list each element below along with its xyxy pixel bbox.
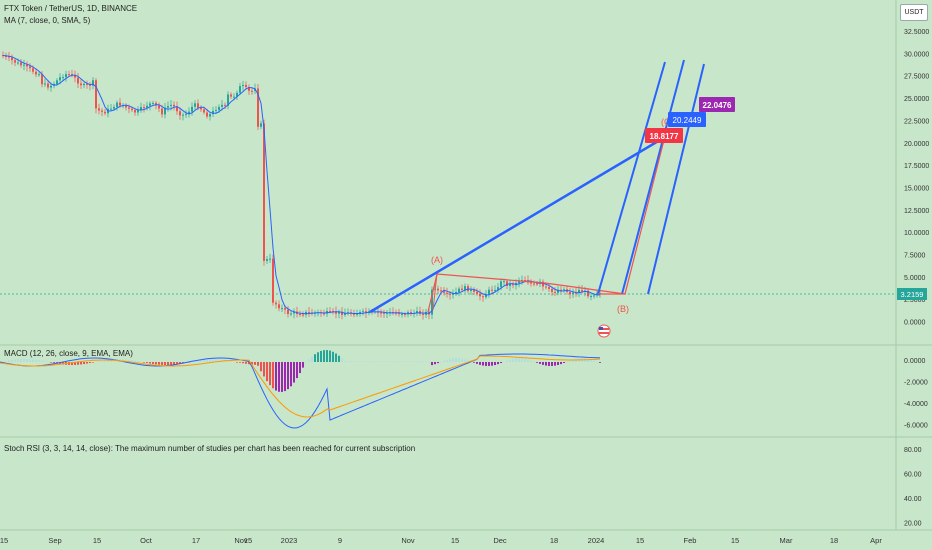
time-axis-label: 18	[830, 536, 838, 545]
flag-stripe-2	[599, 332, 609, 334]
time-axis-label: Oct	[140, 536, 153, 545]
time-axis-label: 15	[636, 536, 644, 545]
price-axis-label: 32.5000	[904, 29, 929, 36]
wave-label-a: (A)	[431, 255, 443, 265]
time-axis-label: 15	[451, 536, 459, 545]
stoch-axis-label: 20.00	[904, 521, 922, 528]
price-axis-label: 12.5000	[904, 208, 929, 215]
current-price-value: 3.2159	[901, 290, 924, 299]
flag-stripe-1	[599, 328, 609, 330]
time-axis-label: Apr	[870, 536, 882, 545]
time-axis-label: Dec	[493, 536, 507, 545]
price-axis-label: 0.0000	[904, 320, 926, 327]
target-badge-1[interactable]	[645, 128, 683, 143]
symbol-title[interactable]: FTX Token / TetherUS, 1D, BINANCE	[4, 4, 138, 13]
wave-pattern-lower	[432, 273, 438, 311]
time-axis-label: 18	[550, 536, 558, 545]
time-axis-label: 2023	[281, 536, 298, 545]
macd-legend[interactable]: MACD (12, 26, close, 9, EMA, EMA)	[4, 349, 133, 358]
macd-line	[0, 353, 601, 429]
stoch-legend[interactable]: Stoch RSI (3, 3, 14, 14, close): The max…	[4, 444, 416, 453]
price-axis[interactable]: 32.5000 30.0000 27.5000 25.0000 22.5000 20.00…	[904, 29, 929, 327]
price-axis-label: 10.0000	[904, 230, 929, 237]
macd-axis-label: -2.0000	[904, 380, 928, 387]
price-axis-label: 15.0000	[904, 185, 929, 192]
wave-label-c: (C)	[661, 117, 674, 127]
currency-button[interactable]: USDT	[900, 4, 928, 21]
time-axis-label: 9	[338, 536, 342, 545]
target-value-1: 18.8177	[650, 132, 679, 141]
current-price-tag	[897, 288, 927, 300]
stoch-axis-label: 60.00	[904, 472, 922, 479]
time-axis-label: 2024	[588, 536, 605, 545]
time-axis-label: Nov	[234, 536, 248, 545]
time-axis-label: Mar	[780, 536, 793, 545]
time-axis-label: Nov	[401, 536, 415, 545]
stoch-axis-label: 40.00	[904, 496, 922, 503]
time-axis-label: 15	[93, 536, 101, 545]
macd-axis[interactable]: 0.0000 -2.0000 -4.0000 -6.0000	[904, 358, 928, 430]
time-axis-label: 15	[0, 536, 8, 545]
macd-axis-label: -6.0000	[904, 423, 928, 430]
time-axis-label: Feb	[684, 536, 697, 545]
price-axis-label: 25.0000	[904, 96, 929, 103]
channel-line-right[interactable]	[647, 63, 705, 295]
stoch-axis[interactable]: 80.00 60.00 40.00 20.00	[904, 447, 922, 528]
macd-axis-label: 0.0000	[904, 358, 926, 365]
price-axis-label: 17.5000	[904, 163, 929, 170]
projection-path	[598, 139, 665, 295]
candlestick-series	[2, 51, 601, 320]
price-axis-label: 5.0000	[904, 275, 926, 282]
stoch-axis-label: 80.00	[904, 447, 922, 454]
price-axis-label: 22.5000	[904, 118, 929, 125]
time-axis-label: 15	[244, 536, 252, 545]
macd-signal-line	[0, 355, 601, 418]
target-badge-2[interactable]	[668, 112, 706, 127]
flag-canton	[599, 327, 603, 330]
wave-pattern-line	[427, 273, 626, 313]
economic-event-icon[interactable]	[597, 324, 611, 338]
time-axis-label: 15	[731, 536, 739, 545]
price-axis-label: 7.5000	[904, 253, 926, 260]
trend-line[interactable]	[369, 138, 661, 314]
channel-line-left[interactable]	[597, 61, 666, 295]
macd-axis-label: -4.0000	[904, 401, 928, 408]
price-axis-label: 2.5000	[904, 297, 926, 304]
target-value-3: 22.0476	[703, 101, 732, 110]
time-axis-label: 17	[192, 536, 200, 545]
target-value-2: 20.2449	[673, 116, 702, 125]
price-axis-label: 30.0000	[904, 51, 929, 58]
price-axis-label: 27.5000	[904, 74, 929, 81]
wave-label-b: (B)	[617, 304, 629, 314]
time-axis-label: Sep	[48, 536, 61, 545]
price-axis-label: 20.0000	[904, 141, 929, 148]
target-badge-3[interactable]	[699, 97, 735, 112]
ma-legend[interactable]: MA (7, close, 0, SMA, 5)	[4, 16, 91, 25]
channel-line-middle[interactable]	[621, 59, 685, 295]
moving-average-line	[2, 55, 600, 315]
